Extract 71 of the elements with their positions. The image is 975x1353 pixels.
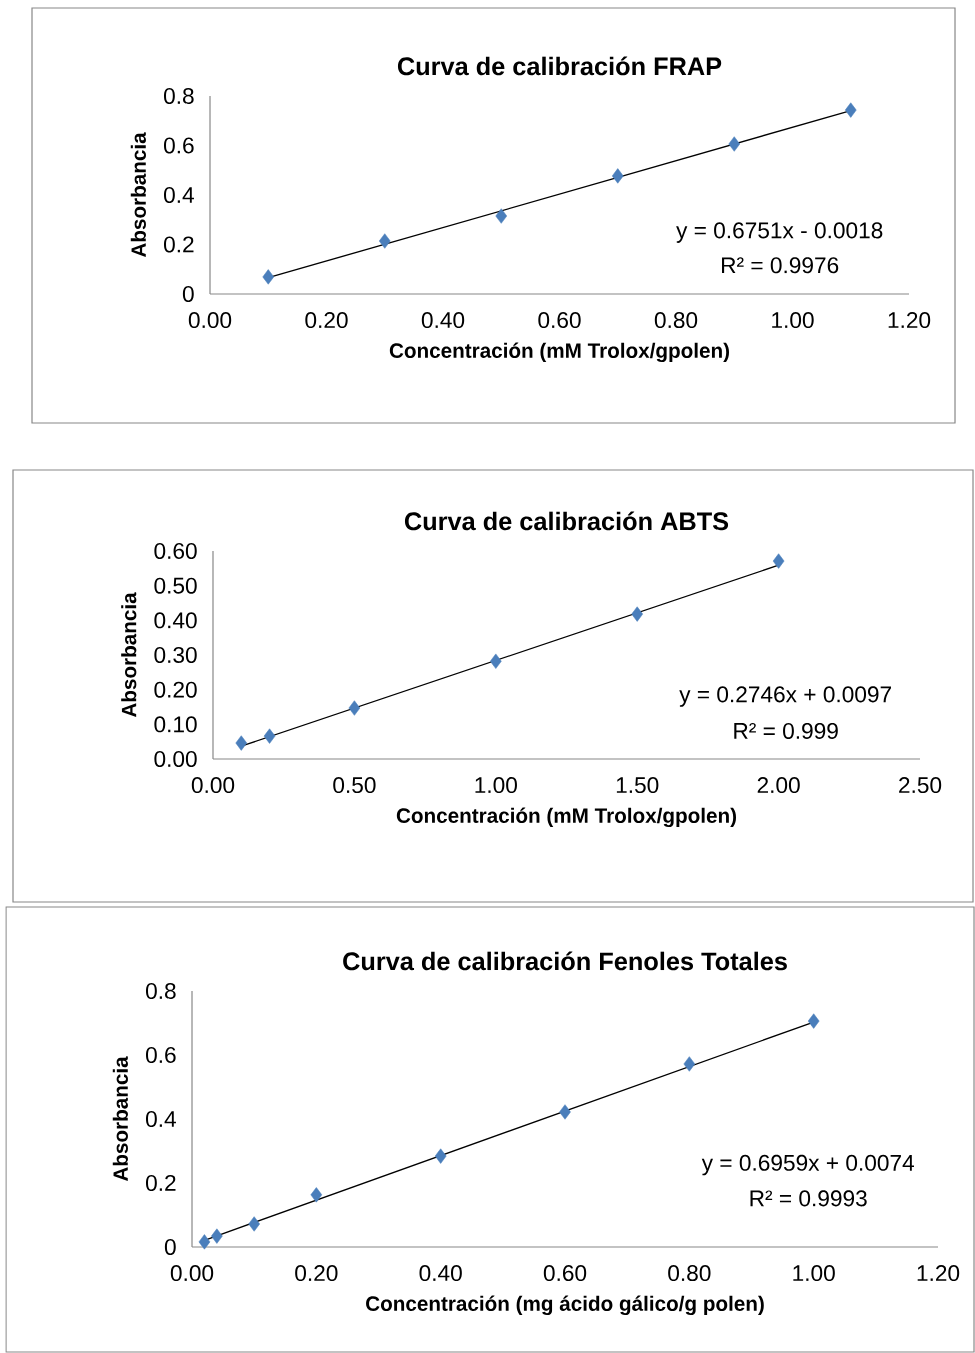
- annotation: R² = 0.999: [734, 722, 838, 739]
- y-tick-label: 0.8: [145, 982, 176, 1000]
- x-tick-label: 0.80: [668, 1265, 711, 1282]
- point: [263, 728, 276, 744]
- point: [611, 168, 624, 184]
- point: [495, 208, 508, 224]
- y-tick-label: 0.8: [163, 87, 194, 105]
- x-tick-label: 0.50: [333, 777, 376, 794]
- y-tick-label: 0.6: [145, 1046, 176, 1064]
- x-tick-label: 1.00: [475, 777, 517, 794]
- x-axis-title: Concentración (mg ácido gálico/g polen): [366, 1295, 764, 1316]
- annotation: y = 0.6959x + 0.0074: [701, 1154, 914, 1176]
- point: [378, 233, 391, 249]
- x-axis-title: Concentración (mM Trolox/gpolen): [389, 342, 730, 363]
- y-axis-title: Absorbancia: [130, 132, 146, 258]
- y-tick-label: 0.60: [154, 542, 197, 560]
- chart-title: Curva de calibración ABTS: [404, 511, 729, 531]
- y-tick-label: 0.4: [145, 1110, 176, 1128]
- x-tick-label: 2.50: [899, 777, 942, 794]
- x-tick-label: 1.50: [616, 777, 659, 794]
- point: [434, 1148, 447, 1164]
- point: [310, 1187, 323, 1203]
- point: [211, 1228, 223, 1244]
- y-tick-label: 0.20: [154, 681, 197, 698]
- x-tick-label: 1.00: [793, 1265, 835, 1282]
- chart-title: Curva de calibración FRAP: [397, 56, 722, 76]
- point: [490, 653, 502, 669]
- point: [559, 1104, 571, 1120]
- point: [198, 1234, 211, 1250]
- point: [807, 1013, 820, 1029]
- annotation: R² = 0.9993: [750, 1190, 867, 1207]
- point: [262, 269, 275, 285]
- y-tick-label: 0.30: [154, 646, 197, 664]
- y-tick-label: 0.10: [154, 716, 197, 733]
- y-tick-label: 0.6: [163, 137, 194, 154]
- x-tick-label: 0.40: [419, 1265, 462, 1282]
- y-tick-label: 0.50: [154, 577, 197, 594]
- point: [631, 606, 643, 622]
- x-tick-label: 0.00: [191, 777, 235, 794]
- x-axis-title: Concentración (mM Trolox/gpolen): [396, 807, 737, 828]
- point: [348, 700, 361, 716]
- x-tick-label: 0.40: [421, 312, 465, 329]
- x-tick-label: 1.00: [772, 312, 814, 329]
- chart-title: Curva de calibración Fenoles Totales: [343, 951, 787, 971]
- x-tick-label: 0.20: [305, 312, 348, 329]
- point: [772, 553, 785, 569]
- annotation: y = 0.6751x - 0.0018: [676, 222, 883, 243]
- y-tick-label: 0.2: [145, 1174, 176, 1192]
- y-tick-label: 0.4: [163, 186, 194, 204]
- x-tick-label: 2.00: [757, 777, 800, 794]
- y-axis-title: Absorbancia: [112, 1056, 128, 1182]
- y-tick-label: 0.40: [154, 612, 197, 629]
- y-tick-label: 0.2: [163, 236, 194, 253]
- x-tick-label: 0.00: [188, 312, 232, 329]
- x-tick-label: 0.60: [543, 1265, 587, 1282]
- point: [728, 136, 741, 152]
- y-tick-label: 0: [164, 1238, 176, 1256]
- x-tick-label: 0.60: [538, 312, 581, 329]
- point: [235, 735, 248, 751]
- point: [248, 1216, 260, 1232]
- y-axis-title: Absorbancia: [121, 592, 137, 718]
- point: [683, 1056, 696, 1072]
- y-tick-label: 0.00: [154, 750, 197, 768]
- x-tick-label: 0.20: [295, 1265, 338, 1282]
- x-tick-label: 0.80: [654, 312, 698, 329]
- point: [844, 102, 857, 118]
- x-tick-label: 1.20: [917, 1265, 960, 1282]
- annotation: y = 0.2746x + 0.0097: [679, 686, 891, 707]
- annotation: R² = 0.9976: [722, 257, 839, 274]
- y-tick-label: 0: [182, 285, 194, 303]
- x-tick-label: 1.20: [888, 312, 931, 329]
